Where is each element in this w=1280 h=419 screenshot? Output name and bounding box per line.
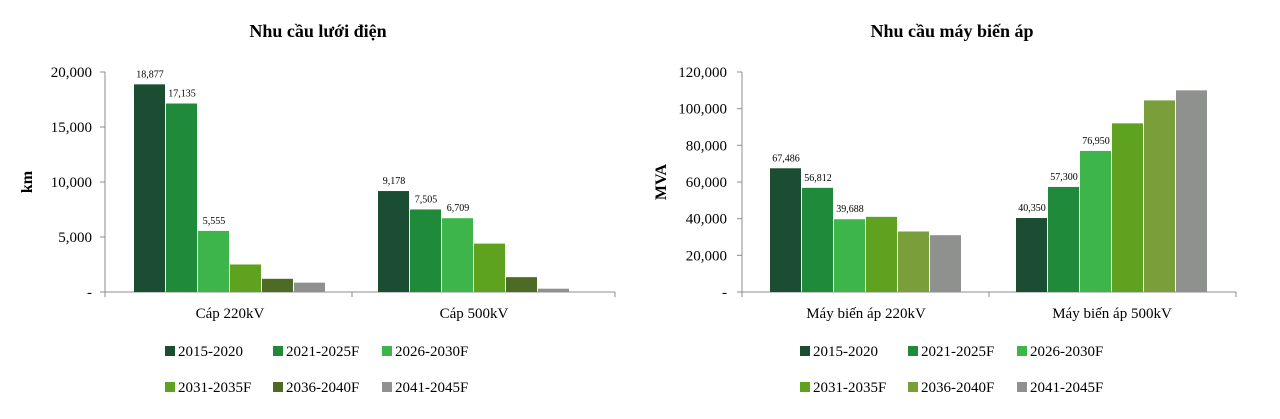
y-tick-label: 120,000 <box>678 65 727 81</box>
legend-swatch <box>1017 346 1027 356</box>
legend-swatch <box>273 382 283 392</box>
legend-swatch <box>382 346 392 356</box>
y-tick-label: 80,000 <box>686 138 727 154</box>
legend-item: 2026-2030F <box>382 344 468 360</box>
bar-2041-2045F-1 <box>930 235 961 292</box>
y-tick-label: 60,000 <box>686 175 727 191</box>
legend-swatch <box>273 346 283 356</box>
data-label: 6,709 <box>447 203 470 214</box>
legend-label: 2021-2025F <box>921 344 994 360</box>
data-label: 67,486 <box>772 153 800 164</box>
bar-2041-2045F-1 <box>294 282 325 292</box>
data-label: 56,812 <box>804 173 832 184</box>
legend-swatch <box>1017 382 1027 392</box>
legend-item: 2015-2020 <box>165 344 243 360</box>
chart-title: Nhu cầu lưới điện <box>249 21 386 41</box>
legend-swatch <box>165 346 175 356</box>
x-category-label: Cáp 220kV <box>196 306 265 322</box>
legend-swatch <box>908 346 918 356</box>
bar-2041-2045F-2 <box>1176 90 1207 292</box>
chart-1: Nhu cầu lưới điện km - 5,000 10,000 15,000 20,… <box>19 21 616 396</box>
y-tick-label: - <box>722 285 727 301</box>
bar-2026-2030F-2 <box>442 218 473 292</box>
legend-label: 2021-2025F <box>286 344 359 360</box>
bar-2015-2020-1 <box>770 168 801 292</box>
data-label: 9,178 <box>383 176 406 187</box>
y-axis-label: km <box>19 170 36 193</box>
y-tick-label: 20,000 <box>686 248 727 264</box>
chart-title: Nhu cầu máy biến áp <box>870 21 1033 41</box>
legend-label: 2015-2020 <box>813 344 878 360</box>
data-label: 39,688 <box>836 204 864 215</box>
legend-item: 2036-2040F <box>908 380 994 396</box>
bar-2036-2040F-2 <box>506 277 537 292</box>
legend-label: 2031-2035F <box>813 380 886 396</box>
legend-label: 2026-2030F <box>395 344 468 360</box>
legend-label: 2036-2040F <box>921 380 994 396</box>
bar-2026-2030F-2 <box>1080 150 1111 292</box>
y-axis-label: MVA <box>653 163 670 200</box>
legend-label: 2031-2035F <box>178 380 251 396</box>
bar-2031-2035F-2 <box>1112 123 1143 292</box>
bar-2031-2035F-1 <box>230 264 261 292</box>
legend-item: 2041-2045F <box>382 380 468 396</box>
y-tick-label: 20,000 <box>51 65 92 81</box>
bar-2021-2025F-1 <box>166 103 197 292</box>
legend-swatch <box>800 382 810 392</box>
bar-2021-2025F-2 <box>410 209 441 292</box>
data-label: 18,877 <box>136 69 164 80</box>
legend-swatch <box>800 346 810 356</box>
bar-2026-2030F-1 <box>834 219 865 292</box>
legend-label: 2036-2040F <box>286 380 359 396</box>
bar-2031-2035F-1 <box>866 216 897 292</box>
y-tick-label: 40,000 <box>686 212 727 228</box>
legend-label: 2041-2045F <box>395 380 468 396</box>
legend-label: 2015-2020 <box>178 344 243 360</box>
data-label: 76,950 <box>1082 136 1110 147</box>
legend-item: 2041-2045F <box>1017 380 1103 396</box>
bar-2041-2045F-2 <box>538 288 569 292</box>
legend-swatch <box>908 382 918 392</box>
y-tick-label: 10,000 <box>51 175 92 191</box>
data-label: 57,300 <box>1050 172 1078 183</box>
x-category-label: Máy biến áp 220kV <box>806 306 926 322</box>
legend-item: 2031-2035F <box>165 380 251 396</box>
bar-2026-2030F-1 <box>198 230 229 292</box>
y-tick-label: 100,000 <box>678 102 727 118</box>
bar-2021-2025F-1 <box>802 187 833 292</box>
legend-label: 2041-2045F <box>1030 380 1103 396</box>
x-category-label: Cáp 500kV <box>440 306 509 322</box>
bar-2031-2035F-2 <box>474 243 505 292</box>
bar-2036-2040F-1 <box>262 278 293 292</box>
data-label: 7,505 <box>415 194 438 205</box>
legend-label: 2026-2030F <box>1030 344 1103 360</box>
legend-swatch <box>165 382 175 392</box>
y-tick-label: 5,000 <box>58 230 92 246</box>
legend-item: 2015-2020 <box>800 344 878 360</box>
bar-2036-2040F-2 <box>1144 100 1175 293</box>
legend-item: 2026-2030F <box>1017 344 1103 360</box>
bar-2015-2020-1 <box>134 84 165 292</box>
data-label: 5,555 <box>203 216 226 227</box>
bar-2015-2020-2 <box>1016 218 1047 292</box>
legend-item: 2021-2025F <box>908 344 994 360</box>
legend-item: 2021-2025F <box>273 344 359 360</box>
y-tick-label: - <box>87 285 92 301</box>
data-label: 40,350 <box>1018 203 1046 214</box>
y-tick-label: 15,000 <box>51 120 92 136</box>
x-category-label: Máy biến áp 500kV <box>1052 306 1172 322</box>
data-label: 17,135 <box>168 89 196 100</box>
bar-2015-2020-2 <box>378 191 409 292</box>
legend-swatch <box>382 382 392 392</box>
bar-2036-2040F-1 <box>898 231 929 292</box>
legend-item: 2036-2040F <box>273 380 359 396</box>
bar-2021-2025F-2 <box>1048 186 1079 292</box>
legend-item: 2031-2035F <box>800 380 886 396</box>
chart-2: Nhu cầu máy biến áp MVA - 20,000 40,000 60,00… <box>653 21 1237 396</box>
